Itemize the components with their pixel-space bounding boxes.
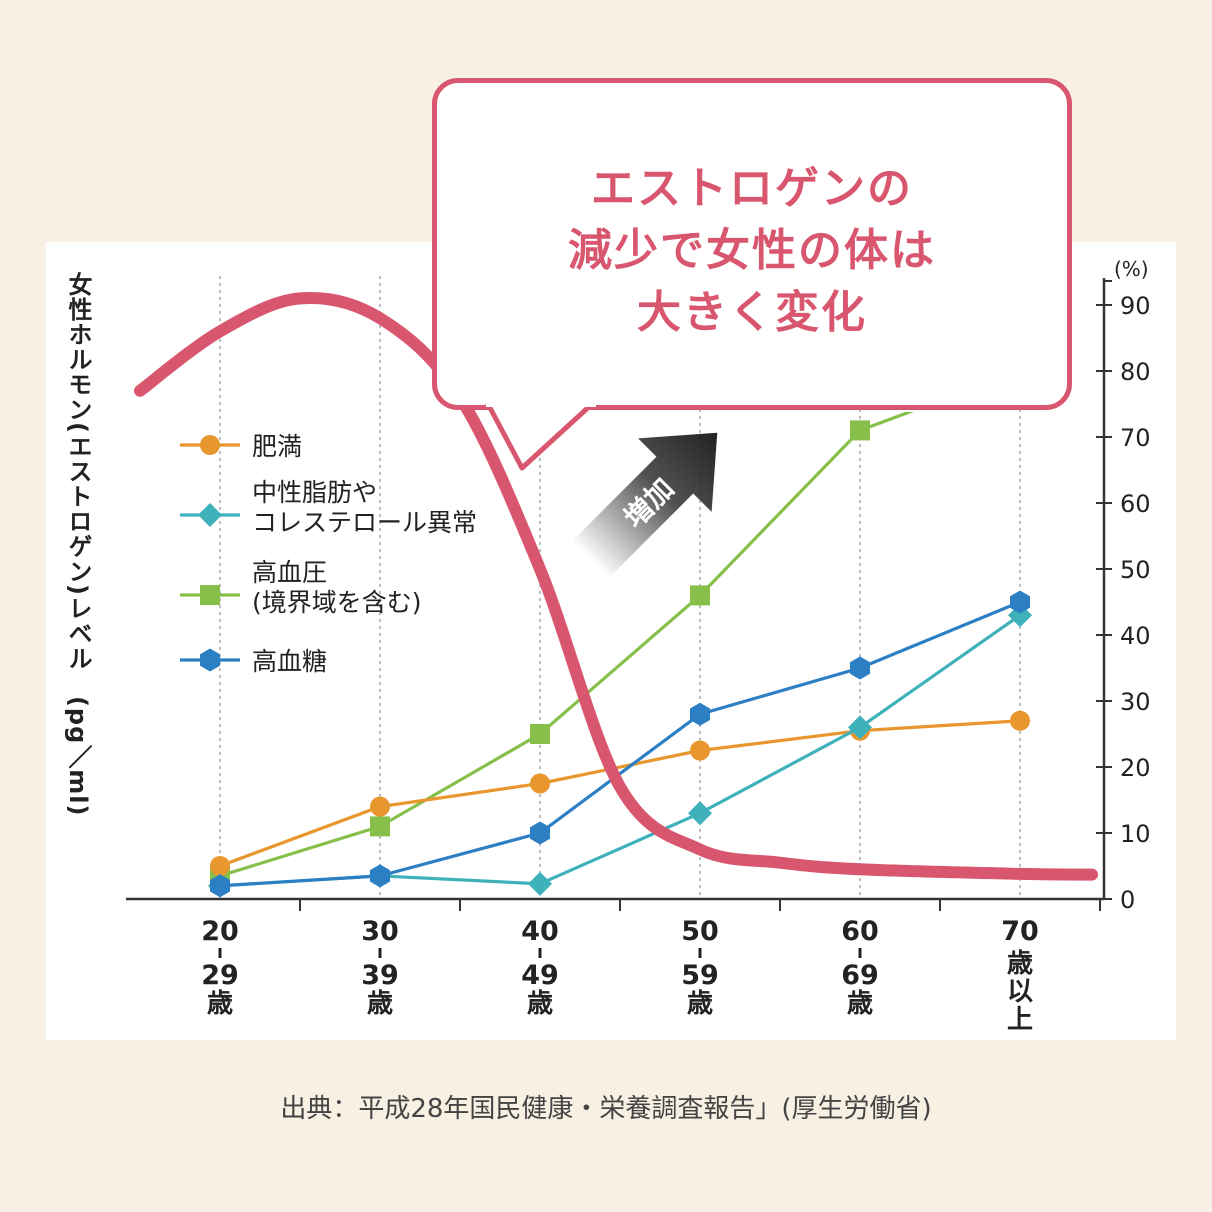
x-tick-label-start: 50	[681, 916, 719, 947]
y-tick-label: 20	[1120, 754, 1151, 782]
callout-box	[432, 78, 1072, 410]
series-line	[219, 412, 915, 878]
marker-square	[850, 420, 870, 441]
y-tick-label: 60	[1120, 490, 1151, 518]
legend-label: コレステロール異常	[252, 508, 477, 537]
marker-hexagon	[200, 648, 220, 672]
y-tick-label: 80	[1120, 358, 1151, 386]
y-tick-label: 40	[1120, 622, 1151, 650]
marker-hexagon	[370, 864, 390, 888]
x-tick-label-start: 30	[361, 916, 399, 947]
marker-hexagon	[850, 656, 870, 680]
marker-square	[370, 816, 390, 837]
y-tick-label: 90	[1120, 292, 1151, 320]
marker-hexagon	[690, 702, 710, 726]
marker-hexagon	[530, 821, 550, 845]
marker-diamond	[688, 801, 712, 826]
x-tick-label-end: 69	[841, 960, 879, 991]
y-tick-label: 10	[1120, 820, 1151, 848]
marker-square	[200, 585, 220, 605]
series-line	[219, 600, 1021, 888]
x-tick-label-unit: 歳	[687, 989, 713, 1019]
estrogen-curve	[134, 291, 1098, 881]
marker-square	[530, 724, 550, 744]
series-obesity	[210, 710, 1030, 876]
marker-hexagon	[210, 874, 230, 898]
x-tick-label-part: 70	[1001, 916, 1039, 947]
legend-label: (境界域を含む)	[252, 588, 422, 617]
marker-circle	[370, 796, 390, 817]
callout-text: エストロゲンの 減少で女性の体は 大きく変化	[432, 158, 1072, 344]
marker-diamond	[528, 871, 552, 896]
marker-diamond	[198, 503, 222, 527]
y-axis-right-unit: (%)	[1114, 257, 1149, 281]
callout-line-3: 大きく変化	[637, 287, 867, 338]
marker-circle	[1010, 710, 1030, 731]
series-line	[219, 719, 1021, 868]
marker-hexagon	[1010, 590, 1030, 614]
marker-circle	[200, 435, 220, 455]
x-tick-label-start: 60	[841, 916, 879, 947]
legend-item-diabetes: 高血糖	[180, 647, 327, 676]
legend-label: 高血圧	[252, 558, 327, 587]
marker-diamond	[848, 715, 872, 740]
y-tick-label: 30	[1120, 688, 1151, 716]
x-tick-label-start: 20	[201, 916, 239, 947]
x-tick-label-part: 上	[1007, 1005, 1033, 1035]
x-tick-label-unit: 歳	[367, 989, 393, 1019]
x-tick-label-part: 歳	[1007, 949, 1033, 979]
x-tick-label-start: 40	[521, 916, 559, 947]
x-tick-label-part: 以	[1007, 977, 1033, 1007]
callout-line-2: 減少で女性の体は	[568, 225, 936, 276]
source-note: 出典：平成28年国民健康・栄養調査報告」(厚生労働省)	[280, 1094, 932, 1124]
y-axis-left-label: 女性ホルモン(エストロゲン)レベル (pg／ml)	[64, 272, 92, 817]
y-tick-label: 70	[1120, 424, 1151, 452]
series-diabetes	[210, 590, 1030, 898]
x-tick-label-end: 39	[361, 960, 399, 991]
callout-line-1: エストロゲンの	[591, 163, 913, 214]
marker-circle	[530, 773, 550, 794]
x-tick-label-end: 49	[521, 960, 559, 991]
x-tick-label-unit: 歳	[527, 989, 553, 1019]
marker-circle	[210, 856, 230, 876]
legend-item-obesity: 肥満	[180, 432, 302, 461]
legend-label: 中性脂肪や	[252, 478, 377, 507]
marker-circle	[690, 740, 710, 761]
legend-label: 高血糖	[252, 647, 327, 676]
increase-arrow-shape	[571, 432, 718, 579]
x-tick-label-unit: 歳	[847, 989, 873, 1019]
legend-label: 肥満	[252, 432, 302, 461]
x-tick-label-end: 59	[681, 960, 719, 991]
marker-square	[690, 585, 710, 606]
x-tick-label-unit: 歳	[207, 989, 233, 1019]
legend-item-hypertension: 高血圧(境界域を含む)	[180, 558, 422, 617]
x-tick-label-end: 29	[201, 960, 239, 991]
y-tick-label: 50	[1120, 556, 1151, 584]
y-tick-label: 0	[1120, 886, 1135, 914]
